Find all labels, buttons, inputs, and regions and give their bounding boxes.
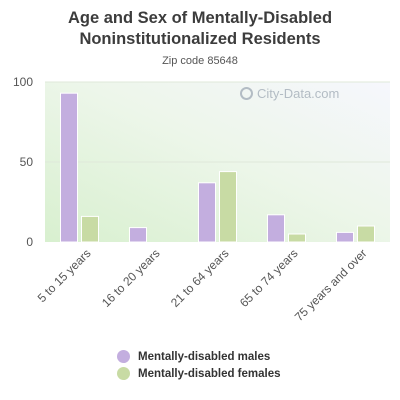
chart-title-line1: Age and Sex of Mentally-Disabled: [67, 9, 333, 27]
chart-title: Age and Sex of Mentally-Disabled Noninst…: [0, 8, 400, 50]
magnifier-icon: [240, 87, 253, 100]
bar-females-2: [219, 171, 237, 243]
chart-title-line2: Noninstitutionalized Residents: [79, 30, 321, 48]
legend-label-females: Mentally-disabled females: [138, 367, 281, 380]
bar-males-3: [267, 214, 285, 243]
bar-males-2: [198, 182, 216, 243]
chart-subtitle: Zip code 85648: [162, 55, 238, 67]
bar-females-0: [81, 215, 99, 243]
bar-males-4: [336, 231, 354, 243]
bar-males-1: [129, 227, 147, 243]
bar-males-0: [60, 92, 78, 243]
y-tick-label-50: 50: [20, 155, 34, 169]
y-tick-label-0: 0: [26, 235, 33, 249]
legend-label-males: Mentally-disabled males: [138, 350, 271, 363]
x-tick-label-4: 75 years and over: [292, 246, 370, 324]
bar-females-4: [357, 225, 375, 243]
x-tick-label-3: 65 to 74 years: [237, 246, 301, 310]
watermark: City-Data.com: [240, 86, 339, 101]
watermark-text: City-Data.com: [257, 86, 340, 101]
x-tick-label-1: 16 to 20 years: [99, 246, 163, 310]
y-tick-label-100: 100: [13, 75, 33, 89]
legend-swatch-females: [117, 367, 130, 380]
bar-females-3: [288, 233, 306, 243]
legend-swatch-males: [117, 350, 130, 363]
chart-legend: Mentally-disabled males Mentally-disable…: [117, 348, 281, 382]
x-tick-label-0: 5 to 15 years: [35, 246, 94, 305]
legend-item-males: Mentally-disabled males: [117, 348, 281, 365]
legend-item-females: Mentally-disabled females: [117, 365, 281, 382]
x-tick-label-2: 21 to 64 years: [168, 246, 232, 310]
